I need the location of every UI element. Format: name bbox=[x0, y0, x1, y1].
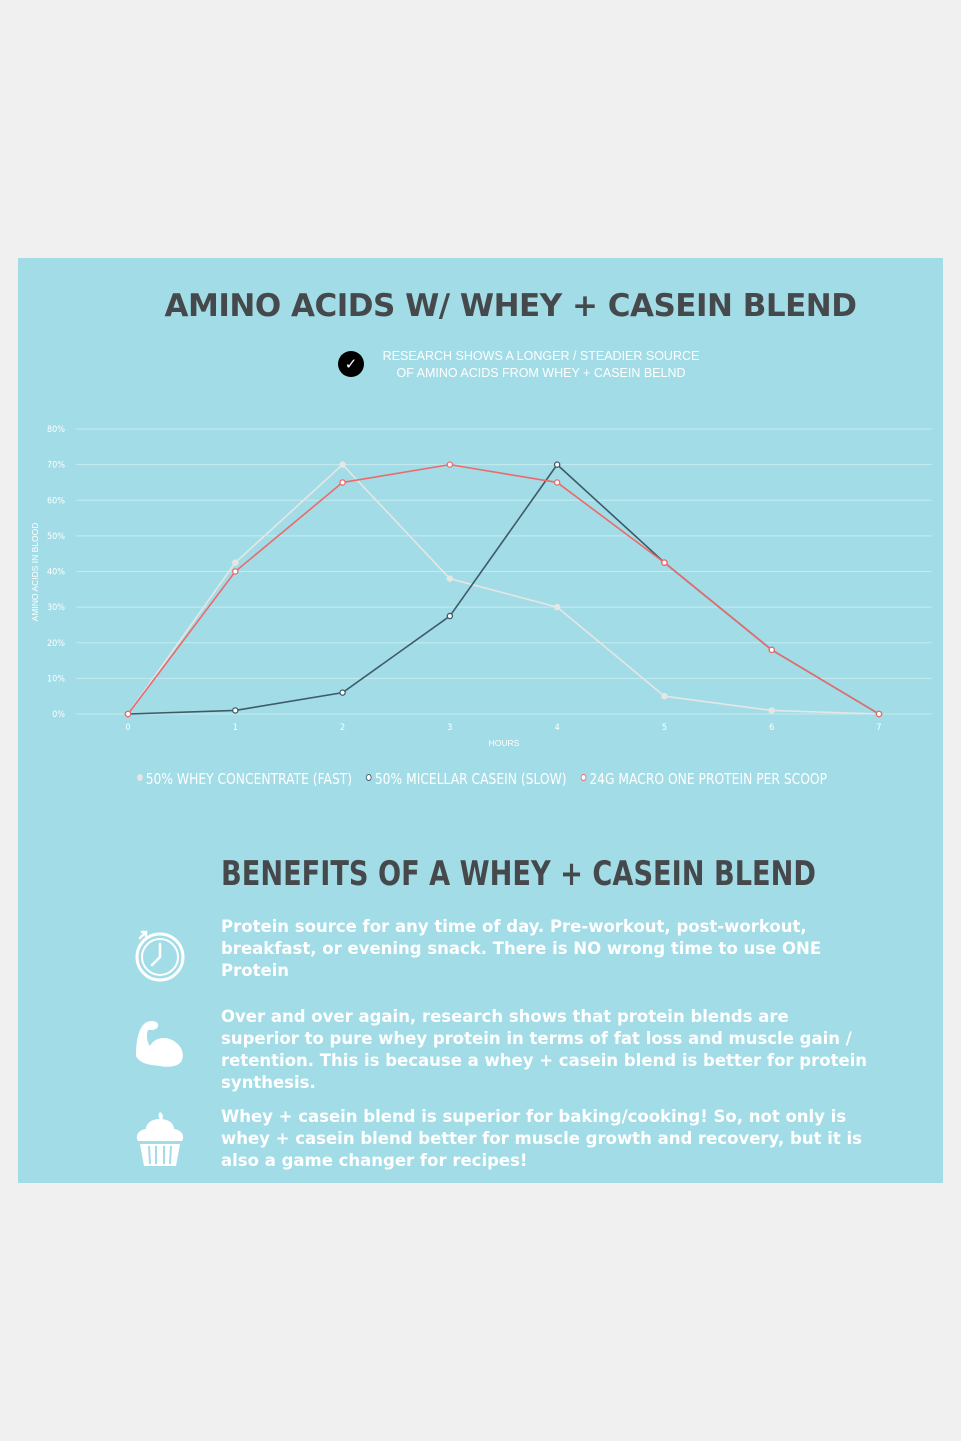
y-tick-labels: 0% 10% 20% 30% 40% 50% 60% 70% 80% bbox=[47, 425, 65, 720]
chart-legend: 50% WHEY CONCENTRATE (FAST) 50% MICELLAR… bbox=[103, 770, 862, 788]
infographic-panel: AMINO ACIDS W/ WHEY + CASEIN BLEND ✓ RES… bbox=[18, 258, 943, 1183]
y-tick-label: 40% bbox=[47, 568, 65, 578]
x-tick-label: 5 bbox=[662, 723, 667, 733]
cupcake-icon bbox=[136, 1112, 184, 1166]
y-tick-label: 20% bbox=[47, 639, 65, 649]
legend-label-casein: 50% MICELLAR CASEIN (SLOW) bbox=[374, 770, 567, 788]
legend-item-macro-one: 24G MACRO ONE PROTEIN PER SCOOP bbox=[580, 770, 827, 788]
benefit-text-synthesis: Over and over again, research shows that… bbox=[221, 1007, 868, 1092]
x-tick-label: 4 bbox=[555, 723, 560, 733]
legend-marker-whey bbox=[136, 774, 143, 781]
data-point bbox=[446, 461, 454, 468]
data-point bbox=[661, 559, 668, 566]
data-point bbox=[875, 710, 883, 718]
data-point bbox=[232, 559, 239, 566]
x-tick-label: 1 bbox=[233, 723, 238, 733]
series-2 bbox=[124, 461, 883, 718]
data-point bbox=[339, 689, 346, 696]
y-axis-title: AMINO ACIDS IN BLOOD bbox=[30, 523, 40, 622]
subtitle: RESEARCH SHOWS A LONGER / STEADIER SOURC… bbox=[382, 349, 700, 380]
benefit-text-anytime: Protein source for any time of day. Pre-… bbox=[221, 917, 822, 980]
x-tick-label: 7 bbox=[876, 723, 881, 733]
x-tick-label: 0 bbox=[125, 723, 130, 733]
data-point bbox=[124, 710, 132, 718]
x-tick-labels: 0 1 2 3 4 5 6 7 bbox=[125, 723, 881, 733]
data-point bbox=[768, 646, 775, 654]
benefits-title: BENEFITS OF A WHEY + CASEIN BLEND bbox=[221, 854, 816, 894]
y-tick-label: 50% bbox=[47, 532, 65, 542]
chart-series bbox=[124, 461, 883, 718]
legend-item-whey: 50% WHEY CONCENTRATE (FAST) bbox=[136, 770, 353, 788]
amino-acid-line-chart: 0% 10% 20% 30% 40% 50% 60% 70% 80% 0 1 2 3 4 5 6 7 AMIN… bbox=[30, 425, 932, 748]
checkmark-icon: ✓ bbox=[338, 351, 364, 377]
data-point bbox=[446, 575, 454, 582]
data-point bbox=[553, 603, 561, 611]
y-tick-label: 0% bbox=[52, 710, 65, 720]
data-point bbox=[232, 707, 239, 714]
x-tick-label: 2 bbox=[340, 723, 345, 733]
y-tick-label: 60% bbox=[47, 496, 65, 506]
data-point bbox=[446, 612, 454, 620]
subtitle-row: ✓ RESEARCH SHOWS A LONGER / STEADIER SOU… bbox=[338, 348, 758, 388]
y-tick-label: 70% bbox=[47, 461, 65, 471]
data-point bbox=[553, 479, 561, 486]
data-point bbox=[661, 692, 668, 700]
data-point bbox=[339, 461, 346, 468]
legend-item-casein: 50% MICELLAR CASEIN (SLOW) bbox=[365, 770, 567, 788]
x-axis-title: HOURS bbox=[489, 738, 520, 748]
legend-label-whey: 50% WHEY CONCENTRATE (FAST) bbox=[145, 770, 353, 788]
page-title: AMINO ACIDS W/ WHEY + CASEIN BLEND bbox=[164, 288, 857, 324]
data-point bbox=[232, 568, 239, 575]
chart-grid bbox=[76, 428, 932, 715]
x-tick-label: 3 bbox=[447, 723, 452, 733]
x-tick-label: 6 bbox=[769, 723, 774, 733]
series-line-0 bbox=[127, 463, 880, 715]
benefit-text-baking: Whey + casein blend is superior for baki… bbox=[221, 1107, 862, 1170]
clock-icon bbox=[135, 930, 185, 982]
data-point bbox=[339, 479, 346, 486]
data-point bbox=[768, 707, 775, 714]
legend-marker-macro-one bbox=[580, 774, 587, 781]
data-point bbox=[553, 461, 561, 468]
legend-marker-casein bbox=[365, 774, 372, 781]
y-tick-label: 30% bbox=[47, 603, 65, 613]
y-tick-label: 80% bbox=[47, 425, 65, 435]
flexed-bicep-icon bbox=[136, 1021, 183, 1067]
series-line-2 bbox=[127, 463, 880, 715]
legend-label-macro-one: 24G MACRO ONE PROTEIN PER SCOOP bbox=[589, 770, 828, 788]
y-tick-label: 10% bbox=[47, 674, 65, 684]
series-line-1 bbox=[127, 463, 880, 715]
